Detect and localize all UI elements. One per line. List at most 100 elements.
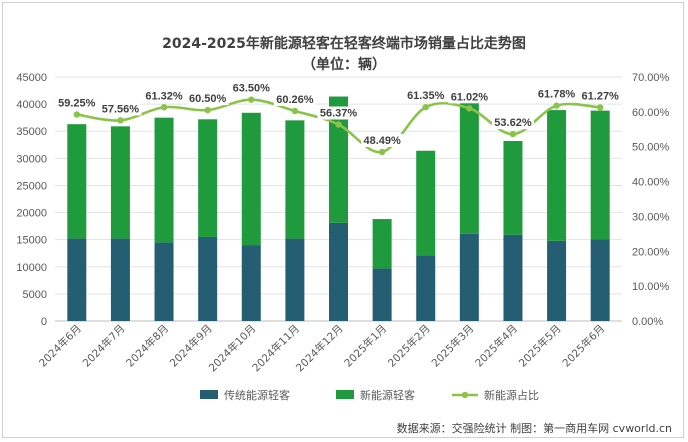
share-point — [596, 104, 604, 111]
x-tick-label: 2024年6月 — [36, 322, 84, 370]
bar-traditional — [285, 238, 305, 321]
share-point — [509, 130, 517, 138]
label-bg — [404, 89, 447, 103]
x-tick-label: 2025年6月 — [560, 322, 608, 370]
legend: 传统能源轻客 新能源轻客 新能源占比 — [200, 388, 539, 402]
bar-traditional — [154, 242, 174, 321]
bar-new-energy — [503, 140, 523, 235]
y-left-tick-label: 20000 — [16, 208, 47, 220]
bar-traditional — [547, 240, 567, 321]
bars — [67, 95, 610, 321]
x-tick-label: 2025年3月 — [429, 322, 477, 370]
y-left-tick-label: 5000 — [23, 289, 47, 301]
y-right-tick-label: 40.00% — [632, 177, 670, 189]
share-data-label: 61.35% — [407, 90, 445, 102]
y-left-tick-label: 15000 — [16, 235, 47, 247]
y-left-tick-label: 35000 — [16, 126, 47, 138]
x-axis: 2024年6月2024年7月2024年8月2024年9月2024年10月2024… — [36, 322, 607, 374]
bar-new-energy — [372, 219, 392, 269]
bar-traditional — [198, 236, 218, 321]
y-right-tick-label: 20.00% — [632, 246, 670, 258]
legend-swatch-share-dot — [461, 391, 469, 399]
share-point — [291, 107, 299, 115]
source-note: 数据来源：交强险统计 制图：第一商用车网 cvworld.cn — [397, 421, 672, 435]
share-data-label: 53.62% — [494, 117, 532, 129]
bar-traditional — [416, 255, 436, 321]
share-point — [160, 104, 168, 111]
bar-traditional — [329, 222, 348, 321]
legend-label-traditional: 传统能源轻客 — [224, 388, 290, 402]
share-line — [73, 96, 604, 156]
bar-traditional — [590, 239, 610, 321]
share-data-label: 61.02% — [451, 91, 489, 103]
bar-new-energy — [67, 124, 87, 239]
share-data-label: 60.50% — [189, 93, 227, 105]
y-right-tick-label: 0.00% — [632, 316, 663, 328]
label-bg — [55, 96, 98, 110]
bar-new-energy — [241, 112, 261, 246]
y-right-tick-label: 10.00% — [632, 281, 670, 293]
x-tick-label: 2024年7月 — [80, 322, 128, 370]
label-bg — [535, 87, 578, 101]
share-point — [117, 117, 124, 124]
share-point — [248, 96, 255, 103]
share-point — [335, 121, 342, 128]
y-left-tick-label: 45000 — [16, 72, 47, 84]
y-axis-left: 0 5000 10000 15000 20000 25000 30000 35000 40000… — [16, 72, 47, 328]
x-tick-label: 2025年4月 — [472, 322, 520, 370]
share-point — [466, 105, 473, 112]
bar-traditional — [372, 268, 392, 321]
data-labels: 59.25% 57.56% 61.32% 60.50% 63.50% 60.26% 56.3… — [55, 81, 622, 147]
share-data-label: 59.25% — [58, 97, 96, 109]
y-right-tick-label: 60.00% — [632, 107, 670, 119]
x-tick-label: 2025年1月 — [342, 322, 390, 370]
bar-new-energy — [459, 95, 479, 234]
label-bg — [99, 102, 142, 116]
y-left-tick-label: 30000 — [16, 153, 47, 165]
y-left-tick-label: 0 — [41, 316, 47, 328]
chart-subtitle: （单位：辆） — [302, 56, 386, 73]
chart-title: 2024-2025年新能源轻客在轻客终端市场销量占比走势图 — [162, 35, 526, 52]
label-bg — [361, 133, 404, 147]
share-data-label: 48.49% — [363, 135, 401, 147]
y-right-tick-label: 70.00% — [632, 72, 670, 84]
y-axis-right: 0.00% 10.00% 20.00% 30.00% 40.00% 50.00% 60.00… — [632, 72, 670, 328]
share-point — [73, 111, 81, 118]
bar-traditional — [459, 233, 479, 321]
share-point — [204, 106, 211, 114]
legend-label-new-energy: 新能源轻客 — [360, 388, 415, 402]
x-tick-label: 2025年5月 — [516, 322, 564, 370]
bar-new-energy — [285, 120, 305, 239]
share-data-label: 60.26% — [276, 94, 314, 106]
bar-traditional — [67, 238, 87, 321]
share-data-label: 61.78% — [538, 89, 576, 101]
legend-label-share: 新能源占比 — [484, 388, 539, 402]
x-tick-label: 2024年9月 — [167, 322, 215, 370]
share-point — [378, 148, 386, 156]
share-data-label: 63.50% — [233, 83, 271, 95]
share-point — [553, 102, 560, 109]
y-right-tick-label: 30.00% — [632, 211, 670, 223]
bar-traditional — [503, 234, 523, 321]
y-left-tick-label: 10000 — [16, 262, 47, 274]
bar-traditional — [241, 245, 261, 321]
bar-new-energy — [198, 119, 218, 237]
bar-new-energy — [547, 110, 567, 241]
label-bg — [186, 92, 229, 106]
label-bg — [317, 106, 360, 120]
bar-new-energy — [110, 126, 130, 239]
label-bg — [143, 89, 186, 103]
label-bg — [273, 92, 316, 106]
legend-swatch-new-energy — [336, 390, 354, 399]
bar-new-energy — [590, 110, 610, 240]
x-tick-label: 2024年8月 — [123, 322, 171, 370]
x-tick-label: 2025年2月 — [385, 322, 433, 370]
y-left-tick-label: 40000 — [16, 99, 47, 111]
label-bg — [491, 116, 534, 130]
share-data-label: 56.37% — [320, 108, 358, 120]
bar-new-energy — [154, 117, 174, 243]
x-tick-label: 2024年12月 — [293, 322, 345, 374]
label-bg — [448, 90, 491, 104]
share-point — [422, 103, 429, 111]
